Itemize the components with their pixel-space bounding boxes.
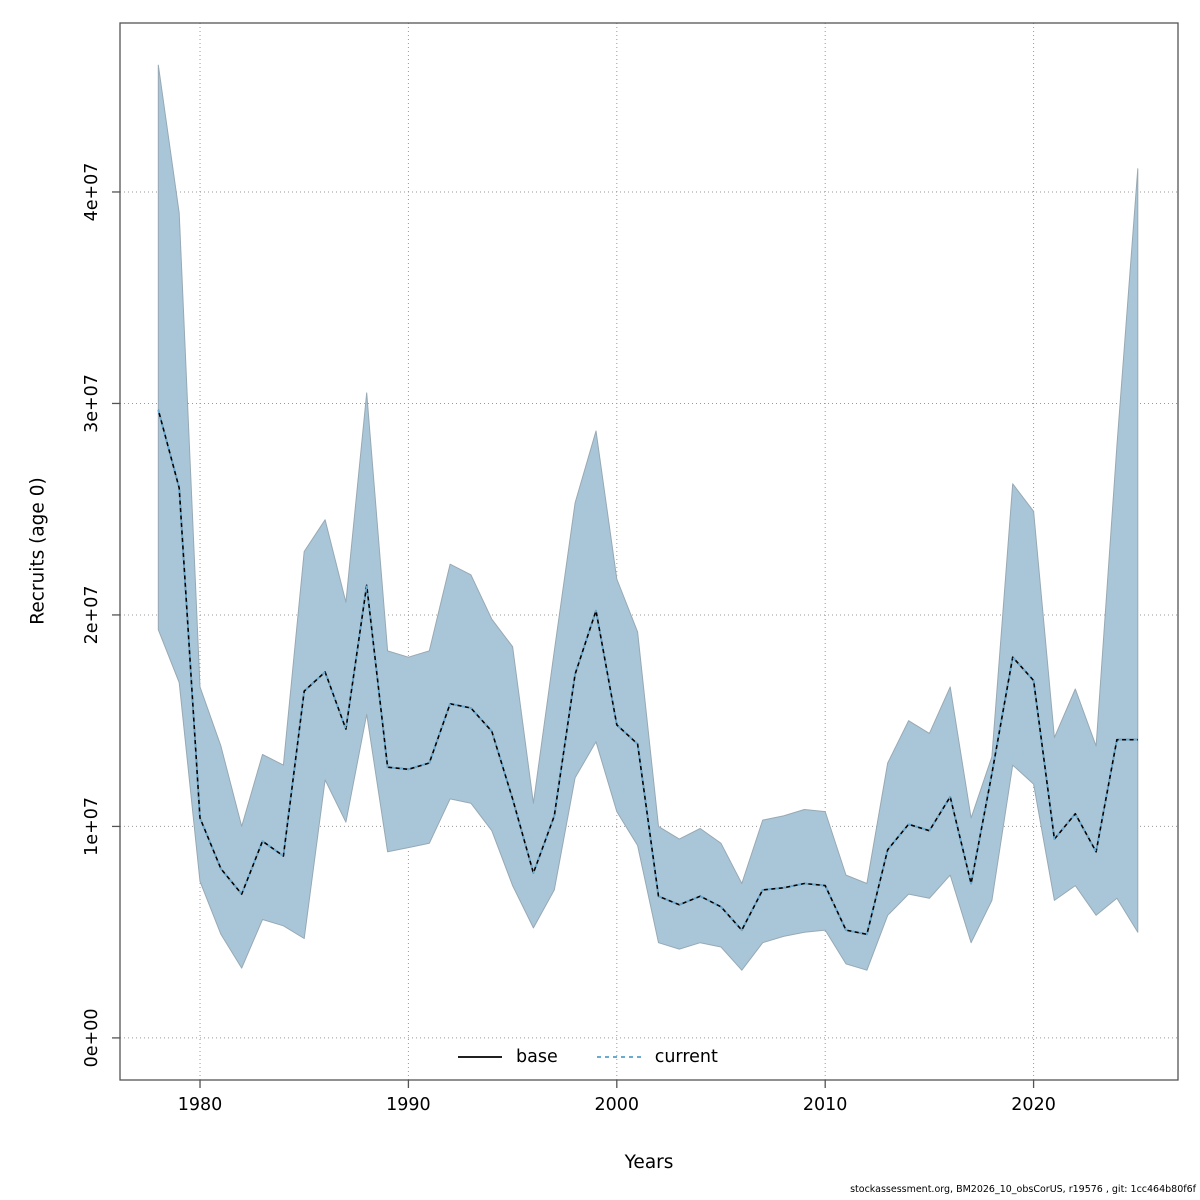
legend-label-current: current	[654, 1047, 718, 1067]
footer-attribution: stockassessment.org, BM2026_10_obsCorUS,…	[850, 1184, 1196, 1195]
legend: base current	[457, 1045, 718, 1069]
svg-text:3e+07: 3e+07	[82, 374, 102, 433]
svg-text:1e+07: 1e+07	[82, 797, 102, 856]
svg-text:2e+07: 2e+07	[82, 585, 102, 644]
legend-label-base: base	[516, 1047, 558, 1067]
svg-text:2000: 2000	[595, 1095, 640, 1115]
base-line-sample-icon	[458, 1056, 502, 1058]
legend-item-base: base	[457, 1047, 558, 1067]
svg-text:1990: 1990	[386, 1095, 431, 1115]
legend-item-current: current	[596, 1047, 718, 1067]
x-axis-title: Years	[624, 1152, 674, 1173]
svg-text:1980: 1980	[178, 1095, 223, 1115]
svg-text:2020: 2020	[1011, 1095, 1056, 1115]
y-axis-title: Recruits (age 0)	[27, 477, 49, 625]
svg-text:4e+07: 4e+07	[82, 163, 102, 222]
svg-text:2010: 2010	[803, 1095, 848, 1115]
svg-text:0e+00: 0e+00	[82, 1008, 102, 1067]
current-line-sample-icon	[596, 1056, 641, 1058]
